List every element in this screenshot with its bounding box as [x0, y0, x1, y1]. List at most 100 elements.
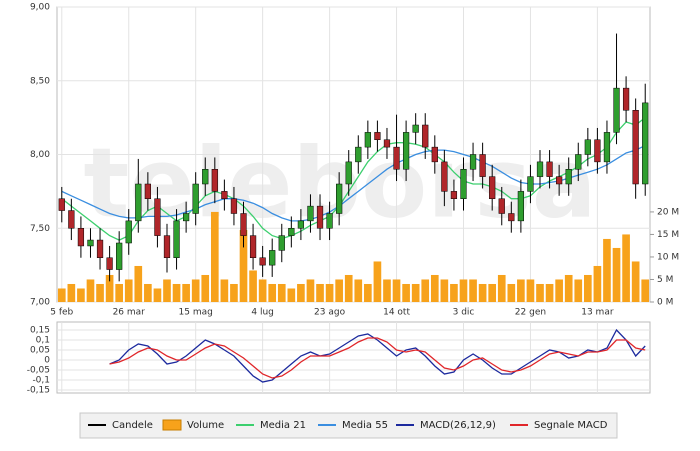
candle-body	[431, 146, 438, 163]
volume-bar	[555, 279, 563, 302]
candle-body	[536, 161, 544, 177]
legend-label: Volume	[187, 420, 224, 431]
y-tick-label: 9,00	[30, 3, 50, 13]
candle-body	[498, 198, 505, 214]
volume-bar	[430, 274, 439, 302]
x-tick-label: 13 mar	[581, 308, 614, 318]
volume-bar	[344, 274, 353, 302]
candle-body	[364, 132, 371, 148]
candle-body	[594, 139, 601, 163]
y-tick-label: -0,15	[27, 386, 50, 396]
volume-bar	[230, 283, 238, 302]
volume-bar	[383, 279, 391, 302]
volume-bar	[249, 270, 257, 302]
volume-bar	[526, 279, 535, 302]
volume-bar	[488, 283, 497, 302]
legend-label: Candele	[112, 420, 153, 431]
candle-body	[469, 154, 477, 170]
candle-body	[192, 183, 199, 214]
volume-bar	[86, 279, 95, 302]
volume-bar	[144, 283, 152, 302]
candle-body	[383, 139, 391, 148]
x-tick-label: 4 lug	[251, 308, 274, 318]
volume-bar	[182, 283, 190, 302]
candle-body	[58, 198, 65, 211]
candle-body	[450, 191, 458, 199]
x-tick-label: 23 ago	[314, 308, 346, 318]
volume-bar	[631, 261, 640, 302]
volume-bar	[325, 283, 334, 302]
volume-bar	[536, 283, 544, 302]
candle-body	[87, 239, 94, 247]
volume-bar	[105, 274, 114, 302]
candle-body	[307, 205, 314, 222]
candle-body	[642, 102, 649, 185]
volume-bar	[469, 279, 477, 302]
volume-bar	[258, 279, 267, 302]
y-tick-label: 8,50	[30, 76, 50, 86]
volume-bar	[191, 279, 200, 302]
legend-label: Media 21	[260, 420, 306, 431]
candle-body	[125, 220, 132, 244]
volume-bar	[364, 283, 372, 302]
candle-body	[556, 176, 563, 185]
y-tick-label: 7,00	[30, 298, 50, 308]
volume-bar	[497, 274, 506, 302]
volume-bar	[574, 279, 583, 302]
candle-body	[479, 154, 486, 177]
candle-body	[355, 146, 362, 163]
volume-bar	[134, 265, 143, 302]
candle-body	[565, 169, 572, 185]
volume-bar	[459, 279, 468, 302]
volume-bar	[373, 261, 382, 302]
volume-bar	[163, 279, 171, 302]
line-series	[109, 328, 646, 383]
legend-label: MACD(26,12,9)	[420, 420, 496, 431]
macd-panel	[56, 321, 651, 394]
volume-bar	[545, 283, 554, 302]
volume-bar	[77, 288, 85, 302]
candle-body	[288, 228, 295, 236]
candle-body	[546, 161, 553, 177]
candle-body	[106, 257, 113, 270]
volume-bar	[268, 283, 277, 302]
candle-body	[230, 198, 238, 214]
volume-bar	[507, 283, 516, 302]
volume-bar	[593, 265, 602, 302]
candle-body	[393, 146, 400, 170]
y2-tick-label: 15 M	[657, 230, 679, 240]
volume-bar	[96, 283, 104, 302]
volume-bar	[316, 283, 324, 302]
candle-body	[326, 213, 333, 229]
y-tick-label: 7,50	[30, 224, 50, 234]
y2-tick-label: 10 M	[657, 252, 679, 262]
candle-body	[374, 132, 381, 140]
volume-bar	[172, 283, 181, 302]
volume-bar	[641, 279, 650, 302]
candle-body	[613, 87, 620, 133]
candle-body	[622, 87, 630, 111]
volume-bar	[124, 279, 133, 302]
y-tick-label: 0,05	[30, 346, 50, 356]
line-series	[109, 337, 646, 379]
volume-bar	[67, 283, 76, 302]
volume-bar	[57, 288, 66, 302]
y-tick-label: 8,00	[30, 150, 50, 160]
volume-bar	[115, 283, 123, 302]
volume-bar	[440, 279, 449, 302]
volume-bar	[622, 234, 630, 302]
candle-body	[202, 169, 209, 185]
candle-body	[402, 132, 410, 170]
candle-body	[517, 191, 524, 222]
candle-body	[116, 242, 123, 270]
candle-body	[297, 220, 305, 229]
candle-body	[221, 191, 228, 199]
volume-bar	[478, 283, 487, 302]
candle-body	[508, 213, 515, 222]
volume-bar	[153, 288, 162, 302]
legend-label: Media 55	[342, 420, 388, 431]
candle-body	[183, 213, 190, 222]
volume-bar	[612, 247, 621, 302]
volume-bar	[411, 283, 420, 302]
